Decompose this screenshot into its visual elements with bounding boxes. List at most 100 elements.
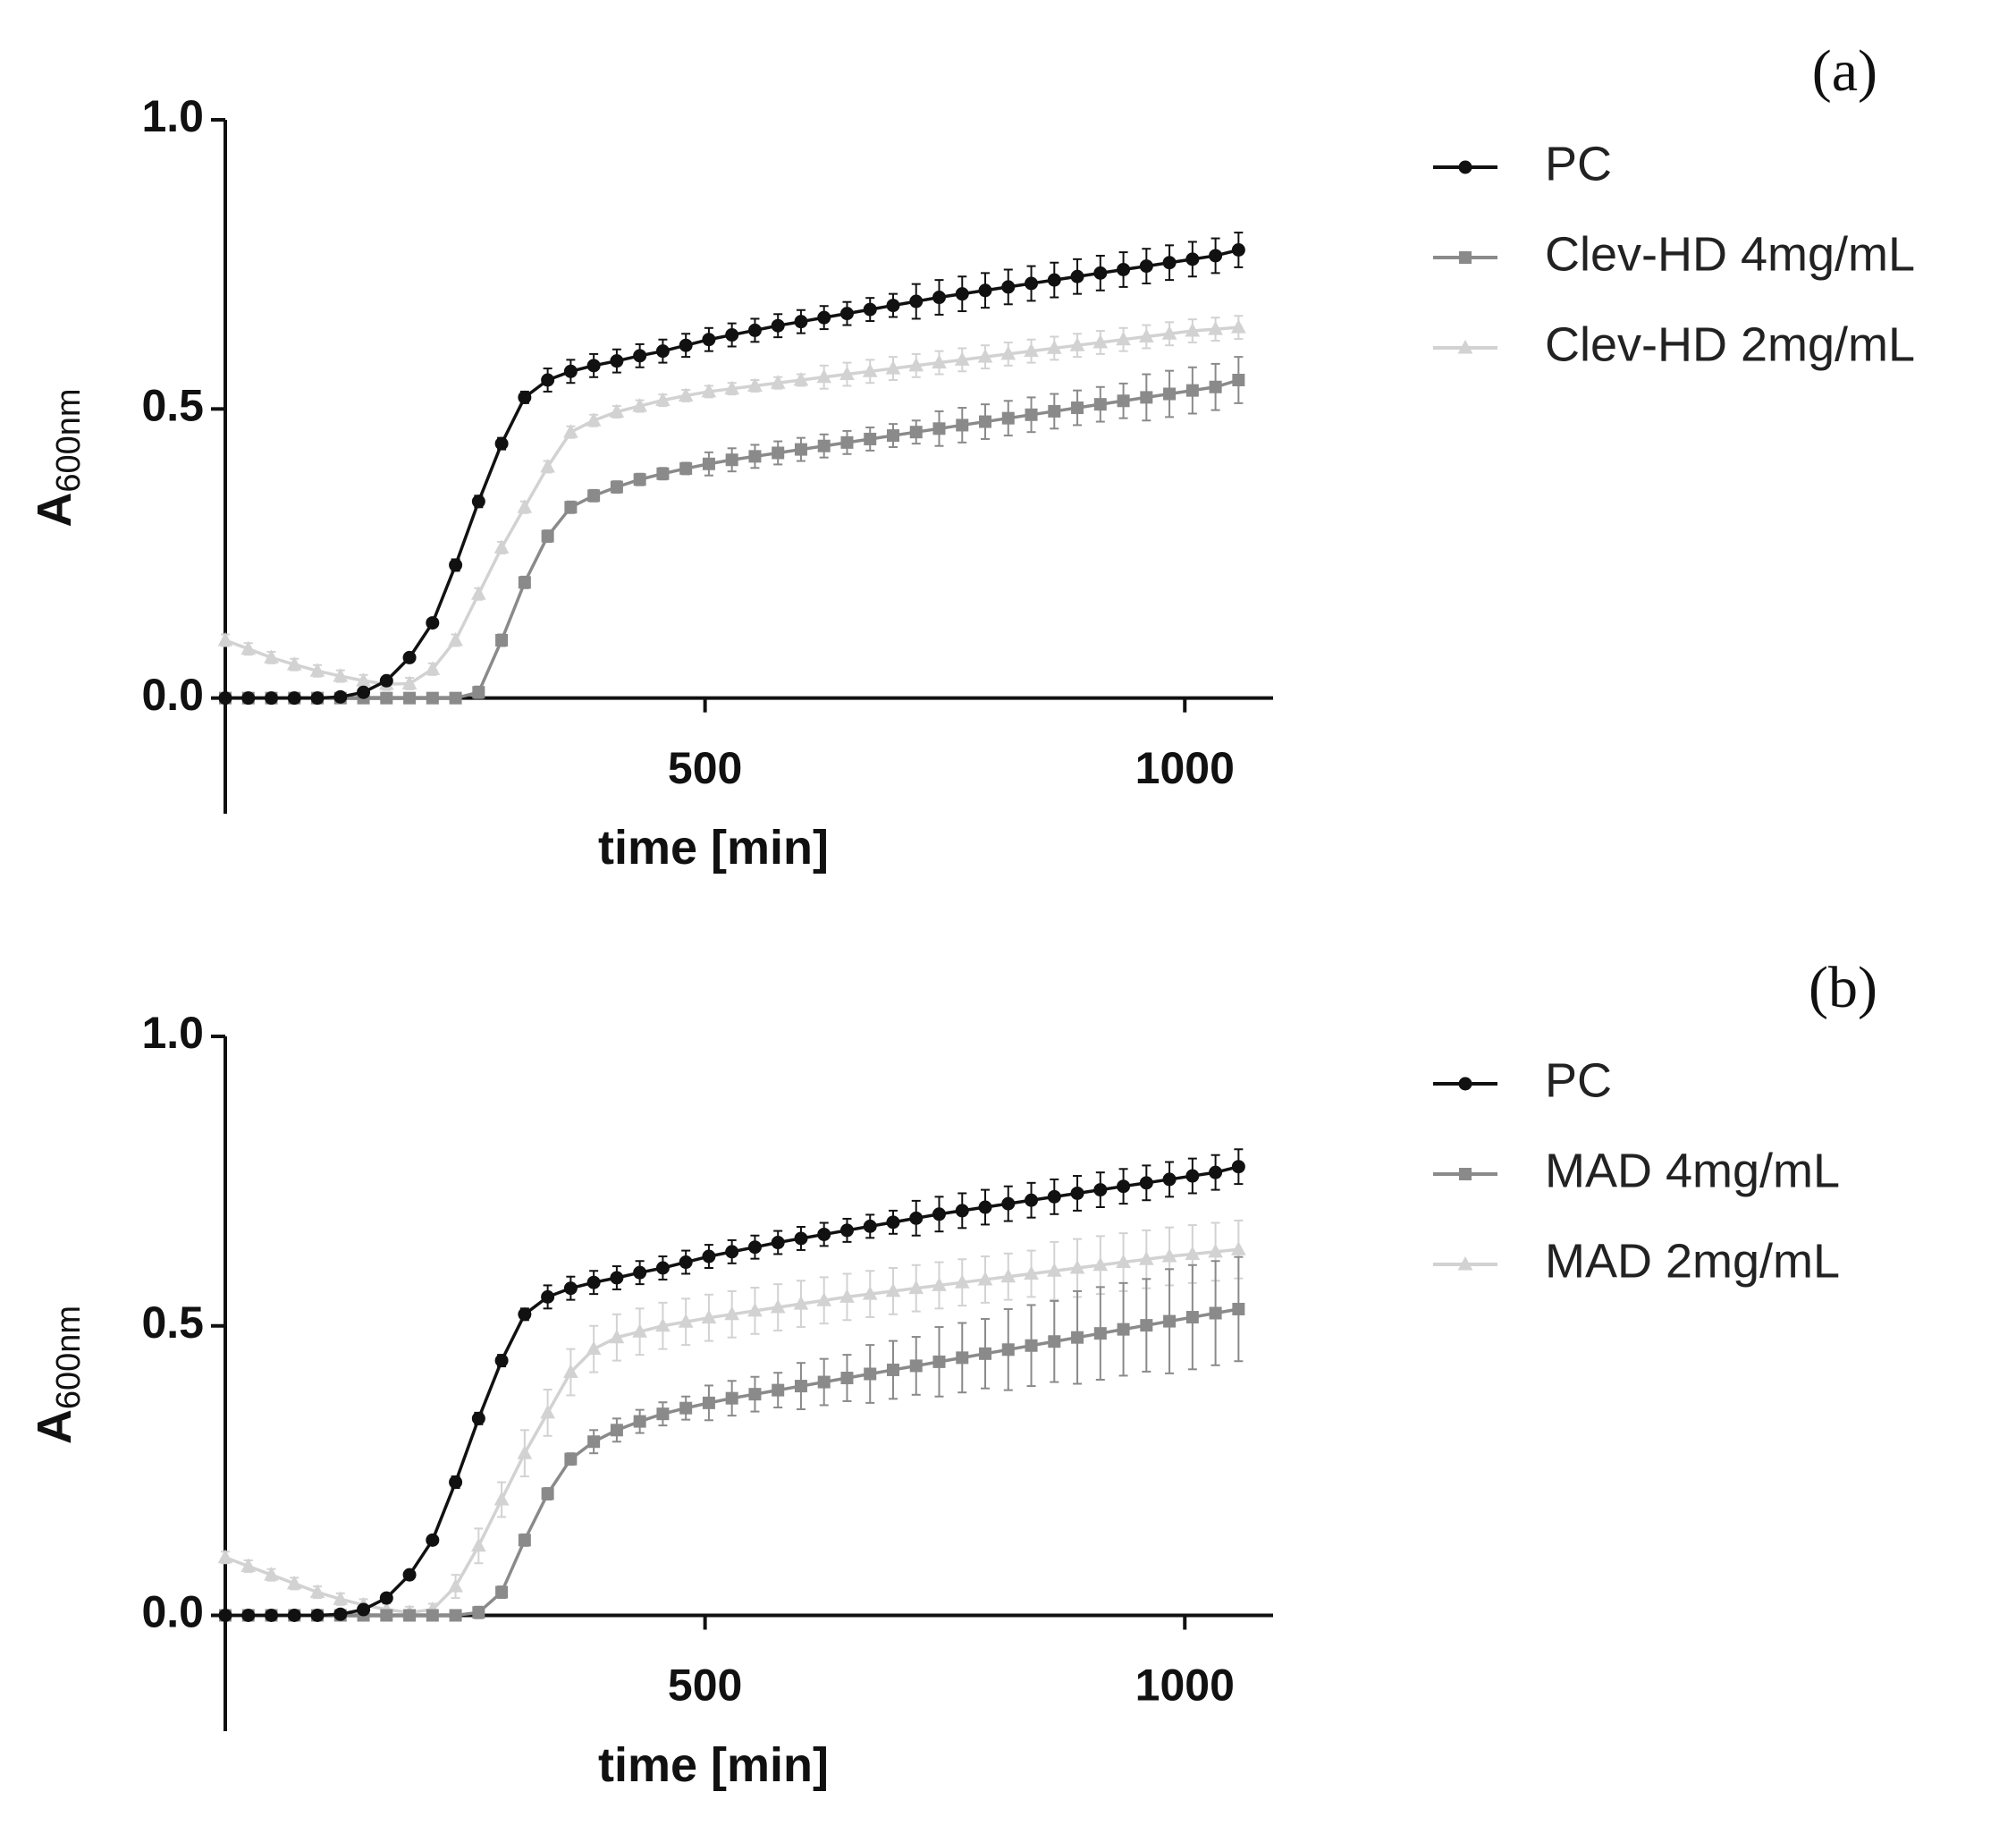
marker xyxy=(540,458,555,473)
series-line xyxy=(225,378,1239,700)
marker xyxy=(1231,243,1245,257)
marker xyxy=(678,1314,694,1328)
marker xyxy=(725,1245,739,1259)
marker xyxy=(886,1363,899,1376)
marker xyxy=(1458,160,1472,174)
marker xyxy=(609,403,625,418)
marker xyxy=(817,310,831,325)
marker xyxy=(471,494,485,509)
marker xyxy=(426,1609,439,1622)
marker xyxy=(541,529,554,543)
marker xyxy=(586,1275,601,1289)
marker xyxy=(1117,1323,1130,1336)
marker xyxy=(908,1280,924,1295)
marker xyxy=(1001,280,1016,294)
marker xyxy=(1093,1327,1107,1340)
marker xyxy=(748,1388,762,1401)
marker xyxy=(1458,1077,1472,1091)
marker xyxy=(1209,1306,1222,1320)
marker xyxy=(1025,408,1038,421)
marker xyxy=(864,1367,877,1381)
marker xyxy=(1459,251,1472,264)
marker xyxy=(633,349,647,363)
marker xyxy=(287,1609,301,1622)
marker xyxy=(610,1424,623,1437)
legend-label: Clev-HD 4mg/mL xyxy=(1545,227,1915,281)
marker xyxy=(632,398,647,412)
marker xyxy=(1457,339,1473,354)
series-line xyxy=(225,1307,1239,1618)
y-tick-label: 0.5 xyxy=(141,1297,204,1348)
marker xyxy=(310,1609,325,1622)
x-tick-label: 500 xyxy=(668,1661,742,1711)
marker xyxy=(772,1383,785,1397)
marker xyxy=(886,429,899,443)
y-axis-title-main: A xyxy=(28,1409,81,1444)
marker xyxy=(264,1567,279,1581)
marker xyxy=(1025,276,1039,291)
marker xyxy=(1047,273,1061,287)
x-tick-label: 1000 xyxy=(1135,743,1235,793)
marker xyxy=(563,1364,578,1379)
marker xyxy=(1001,411,1015,425)
y-tick-label: 0.0 xyxy=(141,670,204,720)
marker xyxy=(1231,319,1246,334)
x-tick-label: 1000 xyxy=(1135,1661,1235,1711)
marker xyxy=(309,1584,325,1599)
marker xyxy=(1185,1246,1201,1260)
marker xyxy=(633,1415,646,1428)
marker xyxy=(541,1289,555,1304)
marker xyxy=(702,457,715,470)
marker xyxy=(286,656,302,671)
marker xyxy=(679,1255,693,1270)
marker xyxy=(1457,1255,1473,1271)
y-tick-label: 0.0 xyxy=(141,1587,204,1637)
marker xyxy=(908,357,924,372)
marker xyxy=(1185,322,1201,337)
marker xyxy=(379,1591,393,1605)
x-axis-title: time [min] xyxy=(598,1738,829,1792)
marker xyxy=(563,424,578,438)
marker xyxy=(610,1271,624,1285)
marker xyxy=(747,1302,763,1317)
marker xyxy=(495,634,509,647)
marker xyxy=(448,631,463,647)
marker xyxy=(702,1396,715,1409)
marker xyxy=(679,338,693,352)
marker xyxy=(655,1317,671,1332)
marker xyxy=(979,1347,992,1360)
marker xyxy=(1140,391,1153,404)
marker xyxy=(1209,380,1222,393)
marker xyxy=(679,461,693,475)
marker xyxy=(772,446,785,460)
marker xyxy=(724,1306,740,1321)
marker xyxy=(932,354,947,369)
marker xyxy=(1162,1172,1177,1187)
marker xyxy=(286,1575,302,1590)
marker xyxy=(586,412,602,427)
marker xyxy=(954,1274,970,1289)
marker xyxy=(725,1391,738,1405)
marker xyxy=(886,299,900,313)
panel-label: (b) xyxy=(1809,955,1877,1020)
marker xyxy=(839,1289,855,1303)
marker xyxy=(449,691,462,705)
marker xyxy=(633,473,646,486)
marker xyxy=(586,1340,602,1356)
marker xyxy=(1231,1160,1245,1174)
marker xyxy=(1185,1169,1200,1183)
marker xyxy=(909,294,924,308)
marker xyxy=(1185,1311,1199,1324)
marker xyxy=(495,1585,509,1599)
marker xyxy=(1001,1343,1015,1356)
marker xyxy=(1071,1331,1084,1344)
marker xyxy=(1162,256,1177,270)
marker xyxy=(1117,262,1131,276)
marker xyxy=(1047,1189,1061,1204)
marker xyxy=(725,328,739,342)
marker xyxy=(955,1204,969,1218)
marker xyxy=(1025,1193,1039,1207)
marker xyxy=(333,1607,348,1621)
marker xyxy=(610,354,624,368)
